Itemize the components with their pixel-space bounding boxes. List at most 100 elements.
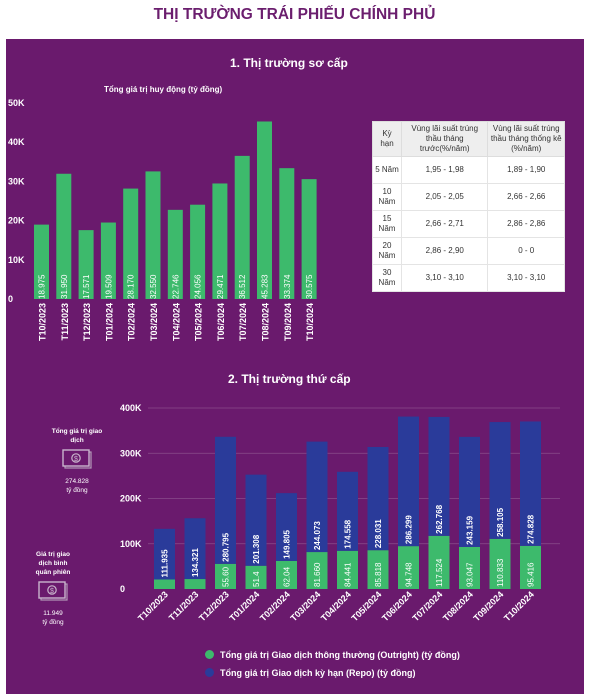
rate-cell: 3,10 - 3,10 <box>487 264 565 292</box>
rate-cell: 0 - 0 <box>487 237 565 265</box>
bar-value-label: 19.509 <box>104 274 113 299</box>
y-tick-label: 400K <box>120 403 142 413</box>
page-title: THỊ TRƯỜNG TRÁI PHIẾU CHÍNH PHỦ <box>153 6 436 23</box>
outright-value-label: 85.818 <box>374 562 383 587</box>
x-tick-label: T01/2024 <box>227 589 261 623</box>
outright-value-label: 84.441 <box>344 562 353 587</box>
x-tick-label: T02/2024 <box>127 303 137 341</box>
bar <box>257 121 272 300</box>
bar <box>234 155 250 299</box>
repo-value-label: 201.308 <box>252 534 261 563</box>
x-tick-label: T10/2024 <box>502 589 536 623</box>
stat-label: Giá trị giao dịch bình quân phiên <box>35 551 71 576</box>
stat-label: Tổng giá trị giao dịch <box>51 428 103 444</box>
outright-bar <box>245 565 267 589</box>
bar-value-label: 18.975 <box>38 274 47 299</box>
bar <box>279 168 295 299</box>
repo-value-label: 258.105 <box>496 507 505 536</box>
repo-bar <box>489 422 511 539</box>
bar <box>78 230 94 299</box>
y-tick-label: 0 <box>120 584 125 594</box>
primary-bar-chart: 0 10K 20K 30K 40K 50K 18.975 T10/2023 31.950 T11/… <box>8 98 317 341</box>
outright-bar <box>428 535 450 589</box>
repo-value-label: 262.768 <box>435 504 444 533</box>
x-tick-label: T05/2024 <box>194 303 204 341</box>
legend-label-repo: Tổng giá trị Giao dịch kỳ hạn (Repo) (tỷ… <box>220 668 416 678</box>
x-tick-label: T01/2024 <box>104 303 114 341</box>
outright-value-label: 117.524 <box>435 558 444 587</box>
table-row: 10 Năm 2,05 - 2,05 2,66 - 2,66 <box>372 183 565 211</box>
bar <box>190 204 206 299</box>
repo-value-label: 134.321 <box>191 548 200 577</box>
svg-text:$: $ <box>50 588 54 595</box>
repo-bar <box>154 528 175 580</box>
legend-label-outright: Tổng giá trị Giao dịch thông thường (Out… <box>220 650 460 660</box>
bar <box>100 222 116 299</box>
repo-value-label: 243.159 <box>466 515 475 544</box>
term-cell: 30 Năm <box>372 264 402 292</box>
outright-bar <box>306 552 328 589</box>
x-tick-label: T09/2024 <box>471 589 505 623</box>
term-cell: 15 Năm <box>372 210 402 238</box>
x-tick-label: T12/2023 <box>197 589 231 623</box>
primary-chart-title: Tổng giá trị huy động (tỷ đồng) <box>104 85 223 94</box>
x-tick-label: T11/2023 <box>167 589 201 623</box>
secondary-stacked-bar-chart: 0 100K 200K 300K 400K 111.935 T10/2023 134.321 T… <box>120 403 560 623</box>
outright-value-label: 81.660 <box>313 562 322 587</box>
x-tick-label: T06/2024 <box>216 303 226 341</box>
rate-cell: 1,89 - 1,90 <box>487 156 565 184</box>
term-cell: 10 Năm <box>372 183 402 211</box>
repo-bar <box>367 446 389 551</box>
repo-bar <box>306 441 328 553</box>
bar-value-label: 33.374 <box>283 274 292 299</box>
y-tick-label: 40K <box>8 137 25 147</box>
rate-cell: 2,05 - 2,05 <box>400 183 489 211</box>
repo-bar <box>276 493 297 561</box>
repo-bar <box>245 474 267 566</box>
bar-value-label: 29.471 <box>216 274 225 299</box>
repo-bar <box>184 518 206 580</box>
y-tick-label: 100K <box>120 539 142 549</box>
legend-swatch-repo <box>205 668 214 677</box>
x-tick-label: T04/2024 <box>171 303 181 341</box>
outright-value-label: 93.047 <box>466 562 475 587</box>
repo-bar <box>337 471 358 551</box>
x-tick-label: T07/2024 <box>410 589 444 623</box>
average-session-stat: Giá trị giao dịch bình quân phiên $ 11.9… <box>33 550 73 627</box>
rate-cell: 1,95 - 1,98 <box>400 156 489 184</box>
stat-value: 11.949 <box>43 610 63 617</box>
total-trading-stat: Tổng giá trị giao dịch $ 274.828 tỷ đồng <box>45 427 109 495</box>
primary-section-title: 1. Thị trường sơ cấp <box>230 56 348 70</box>
repo-bar <box>398 416 419 547</box>
header-previous-month: Vùng lãi suất trúng thầu tháng trước(%/n… <box>400 121 489 157</box>
x-tick-label: T03/2024 <box>288 589 322 623</box>
bar-value-label: 32.550 <box>149 274 158 299</box>
x-tick-label: T12/2023 <box>82 303 92 341</box>
x-tick-label: T08/2024 <box>441 589 475 623</box>
bar-value-label: 45.283 <box>261 274 270 299</box>
bar-value-label: 36.512 <box>238 274 247 299</box>
term-cell: 20 Năm <box>372 237 402 265</box>
bar <box>212 183 228 299</box>
repo-value-label: 174.558 <box>344 519 353 548</box>
bar <box>145 171 161 299</box>
x-tick-label: T10/2023 <box>38 303 48 341</box>
rate-cell: 2,66 - 2,71 <box>400 210 489 238</box>
stat-value: 274.828 <box>65 478 89 485</box>
repo-value-label: 149.805 <box>283 529 292 558</box>
outright-value-label: 62.04 <box>283 566 292 587</box>
x-tick-label: T08/2024 <box>261 303 271 341</box>
outright-value-label: 94.748 <box>405 562 414 587</box>
outright-bar <box>337 550 358 589</box>
outright-bar <box>276 560 297 589</box>
bar-value-label: 24.056 <box>194 274 203 299</box>
table-row: 5 Năm 1,95 - 1,98 1,89 - 1,90 <box>372 156 565 184</box>
rate-cell: 2,86 - 2,90 <box>400 237 489 265</box>
outright-value-label: 51.4 <box>252 571 261 587</box>
repo-value-label: 244.073 <box>313 521 322 550</box>
x-tick-label: T10/2024 <box>305 303 315 341</box>
header-term: Kỳ hạn <box>372 121 402 157</box>
y-tick-label: 0 <box>8 294 13 304</box>
rate-cell: 2,66 - 2,66 <box>487 183 565 211</box>
secondary-section-title: 2. Thị trường thứ cấp <box>228 372 351 386</box>
